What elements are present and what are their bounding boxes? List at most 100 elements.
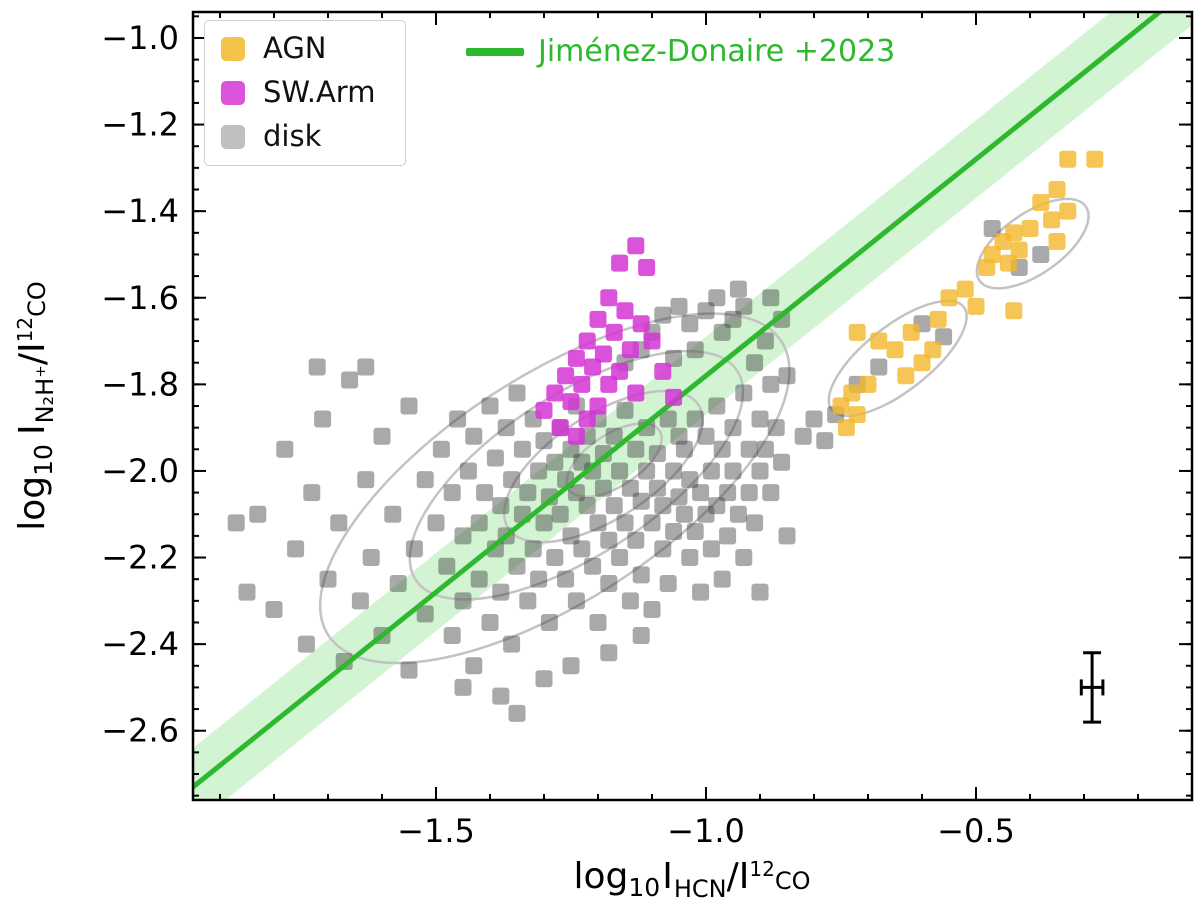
point	[335, 652, 353, 670]
point	[638, 258, 656, 276]
point	[470, 570, 488, 588]
point	[773, 453, 791, 471]
point	[659, 410, 677, 428]
point	[621, 479, 639, 497]
point	[756, 440, 774, 458]
point	[508, 704, 526, 722]
point	[1021, 219, 1039, 237]
point	[465, 657, 483, 675]
point	[276, 440, 294, 458]
point	[697, 505, 715, 523]
point	[638, 462, 656, 480]
point	[681, 315, 699, 333]
point	[654, 362, 672, 380]
point	[605, 323, 623, 341]
point	[600, 531, 618, 549]
point	[643, 332, 661, 350]
disk-swatch-icon	[221, 124, 245, 149]
point	[935, 328, 953, 346]
point	[1005, 302, 1023, 320]
point	[832, 397, 850, 415]
SW.Arm-series	[535, 237, 683, 445]
contour-line	[975, 197, 1090, 290]
point	[724, 462, 742, 480]
point	[443, 484, 461, 502]
y-tick-label: −1.8	[101, 365, 179, 403]
density-contours	[318, 197, 1090, 665]
point	[611, 462, 629, 480]
point	[557, 570, 575, 588]
point	[756, 332, 774, 350]
point	[454, 592, 472, 610]
point	[913, 354, 931, 372]
point	[535, 670, 553, 688]
point	[503, 471, 521, 489]
point	[438, 557, 456, 575]
point	[1010, 241, 1028, 259]
point	[519, 484, 537, 502]
point	[870, 358, 888, 376]
point	[621, 592, 639, 610]
point	[605, 497, 623, 515]
point	[357, 471, 375, 489]
y-tick-label: −1.6	[101, 279, 179, 317]
point	[648, 479, 666, 497]
point	[508, 557, 526, 575]
point	[351, 592, 369, 610]
point	[249, 505, 267, 523]
point	[724, 419, 742, 437]
point	[638, 419, 656, 437]
point	[632, 315, 650, 333]
point	[589, 397, 607, 415]
point	[675, 440, 693, 458]
point	[546, 549, 564, 567]
point	[643, 600, 661, 618]
point	[627, 384, 645, 402]
point	[303, 484, 321, 502]
point	[767, 419, 785, 437]
point	[357, 358, 375, 376]
point	[762, 289, 780, 307]
point	[535, 432, 553, 450]
fit-band	[193, 12, 1192, 800]
point	[400, 397, 418, 415]
point	[465, 427, 483, 445]
point	[584, 358, 602, 376]
point	[557, 367, 575, 385]
point	[654, 497, 672, 515]
point	[573, 453, 591, 471]
point	[670, 297, 688, 315]
point	[692, 484, 710, 502]
point	[330, 514, 348, 532]
point	[751, 462, 769, 480]
point	[719, 527, 737, 545]
plot-area: −1.5 −1.0 −0.5 −1.0 −1.2 −1.4 −1.6 −1.8 −2.0 −2.2…	[101, 10, 1194, 850]
point	[562, 393, 580, 411]
legend: AGN SW.Arm disk	[204, 20, 407, 166]
point	[632, 492, 650, 510]
point	[567, 427, 585, 445]
point	[519, 592, 537, 610]
point	[459, 462, 477, 480]
point	[686, 341, 704, 359]
point	[616, 514, 634, 532]
point	[724, 310, 742, 328]
point	[1048, 232, 1066, 250]
point	[843, 384, 861, 402]
point	[870, 332, 888, 350]
point	[956, 280, 974, 298]
point	[670, 488, 688, 506]
point	[578, 497, 596, 515]
point	[686, 410, 704, 428]
point	[530, 462, 548, 480]
point	[665, 523, 683, 541]
point	[708, 497, 726, 515]
point	[297, 635, 315, 653]
point	[481, 613, 499, 631]
point	[719, 484, 737, 502]
point	[540, 613, 558, 631]
point	[692, 583, 710, 601]
point	[1043, 211, 1061, 229]
agn-swatch-icon	[221, 36, 245, 61]
point	[530, 570, 548, 588]
